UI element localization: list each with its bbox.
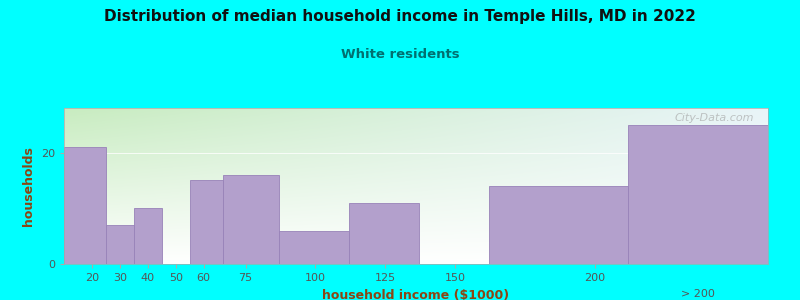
- Y-axis label: households: households: [22, 146, 35, 226]
- X-axis label: household income ($1000): household income ($1000): [322, 289, 510, 300]
- Bar: [349, 203, 418, 264]
- Text: > 200: > 200: [682, 289, 715, 299]
- Bar: [279, 231, 349, 264]
- Bar: [628, 125, 768, 264]
- Text: Distribution of median household income in Temple Hills, MD in 2022: Distribution of median household income …: [104, 9, 696, 24]
- Text: City-Data.com: City-Data.com: [674, 113, 754, 123]
- Bar: [223, 175, 279, 264]
- Bar: [134, 208, 162, 264]
- Bar: [64, 147, 106, 264]
- Bar: [489, 186, 628, 264]
- Text: White residents: White residents: [341, 48, 459, 61]
- Bar: [106, 225, 134, 264]
- Bar: [190, 180, 223, 264]
